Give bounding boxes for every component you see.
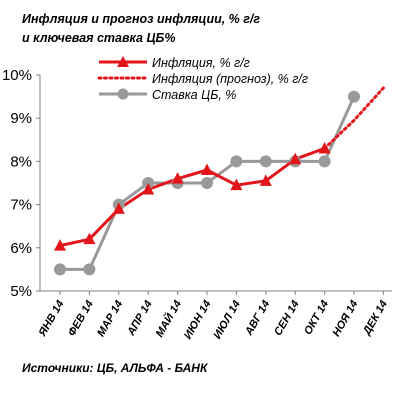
x-tick-label: ИЮЛ 14 [211,299,243,342]
inflation-point [83,232,96,245]
x-tick-label: МАР 14 [95,299,125,339]
legend-marker-key-rate [117,88,129,100]
y-tick-labels: 5% 6% 7% 8% 9% 10% [2,67,40,300]
key-rate-point [83,263,96,276]
x-tick-label: СЕН 14 [272,299,302,338]
series-layer [54,86,385,276]
inflation-point [230,178,243,191]
x-tick-label: ИЮН 14 [182,299,214,342]
legend-label-key-rate: Ставка ЦБ, % [152,88,236,102]
key-rate-point [230,155,243,168]
inflation-point [54,239,66,251]
x-tick-label: ДЕК 14 [360,299,390,338]
y-tick-label: 5% [10,283,32,300]
y-tick-label: 10% [2,67,32,84]
legend: Инфляция, % г/г Инфляция (прогноз), % г/… [97,56,308,102]
chart-title-line1: Инфляция и прогноз инфляции, % г/г [22,12,260,26]
y-tick-label: 6% [10,240,32,257]
series-line-0 [59,146,326,248]
key-rate-point [259,155,272,168]
key-rate-point [201,177,213,189]
legend-label-inflation: Инфляция, % г/г [152,56,250,70]
source-note: Источники: ЦБ, АЛЬФА - БАНК [22,361,209,375]
inflation-point [259,174,272,186]
key-rate-point [318,155,331,168]
x-tick-label: ЯНВ 14 [36,299,66,340]
y-tick-label: 9% [10,110,32,127]
key-rate-point [348,90,360,103]
key-rate-point [54,263,66,276]
y-tick-label: 7% [10,197,32,214]
x-tick-label: НОЯ 14 [330,299,360,339]
chart-title-line2: и ключевая ставка ЦБ% [22,31,176,45]
x-tick-label: МАЙ 14 [153,298,184,339]
series-line-1 [323,86,385,150]
x-tick-label: ОКТ 14 [302,299,331,337]
legend-label-forecast: Инфляция (прогноз), % г/г [152,72,308,86]
y-tick-label: 8% [10,153,32,170]
inflation-point [318,141,331,154]
inflation-point [171,172,184,184]
inflation-point [112,202,125,214]
inflation-point [142,182,155,195]
inflation-point [289,152,302,165]
x-tick-label: АПР 14 [125,299,155,339]
legend-marker-inflation [117,56,129,67]
x-tick-label: АВГ 14 [243,299,273,339]
inflation-point [201,163,213,176]
x-tick-label: ФЕВ 14 [66,299,96,339]
